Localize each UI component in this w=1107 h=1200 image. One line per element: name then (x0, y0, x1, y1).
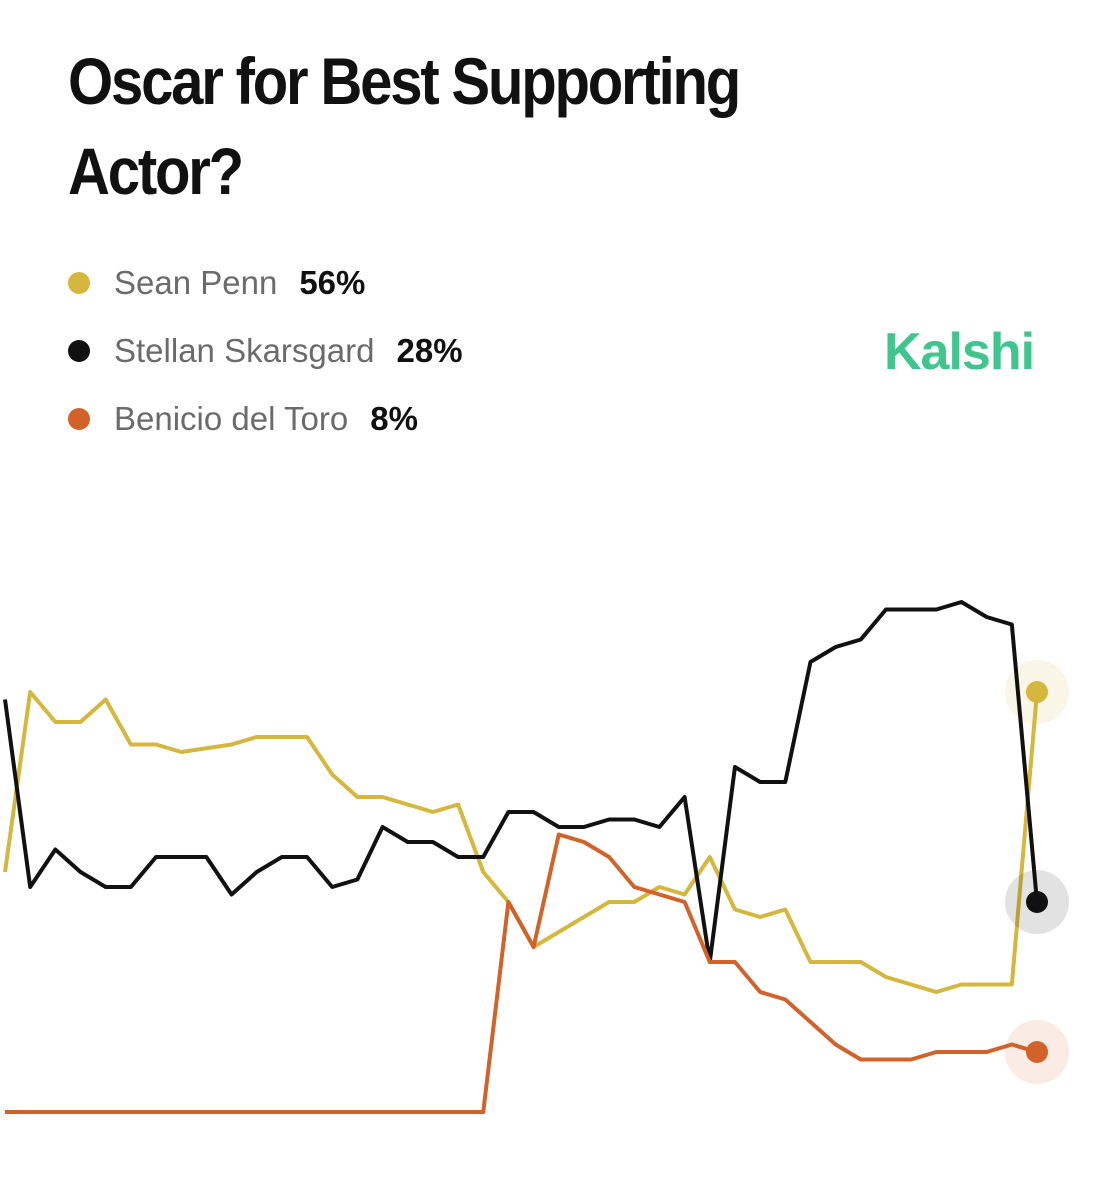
series-line (3, 600, 1039, 964)
legend-value: 8% (370, 400, 418, 437)
legend-dot (68, 408, 90, 430)
legend-dot (68, 340, 90, 362)
series-line (3, 690, 1039, 994)
legend-entry: Benicio del Toro 8% (68, 399, 418, 439)
legend-entry: Sean Penn 56% (68, 263, 365, 303)
legend-value: 28% (396, 332, 463, 369)
end-dot (1026, 681, 1048, 703)
brand-logo: Kalshi (884, 323, 1035, 381)
end-dot (1026, 891, 1048, 913)
legend-dot (68, 272, 90, 294)
legend-name: Benicio del Toro (114, 400, 349, 437)
legend-name: Stellan Skarsgard (114, 332, 375, 369)
series-line (5, 832, 1038, 1114)
legend-entry: Stellan Skarsgard 28% (68, 331, 463, 371)
legend-name: Sean Penn (114, 264, 278, 301)
legend-value: 56% (299, 264, 366, 301)
chart-title: Oscar for Best Supporting Actor? (68, 44, 741, 208)
end-dot (1026, 1041, 1048, 1063)
